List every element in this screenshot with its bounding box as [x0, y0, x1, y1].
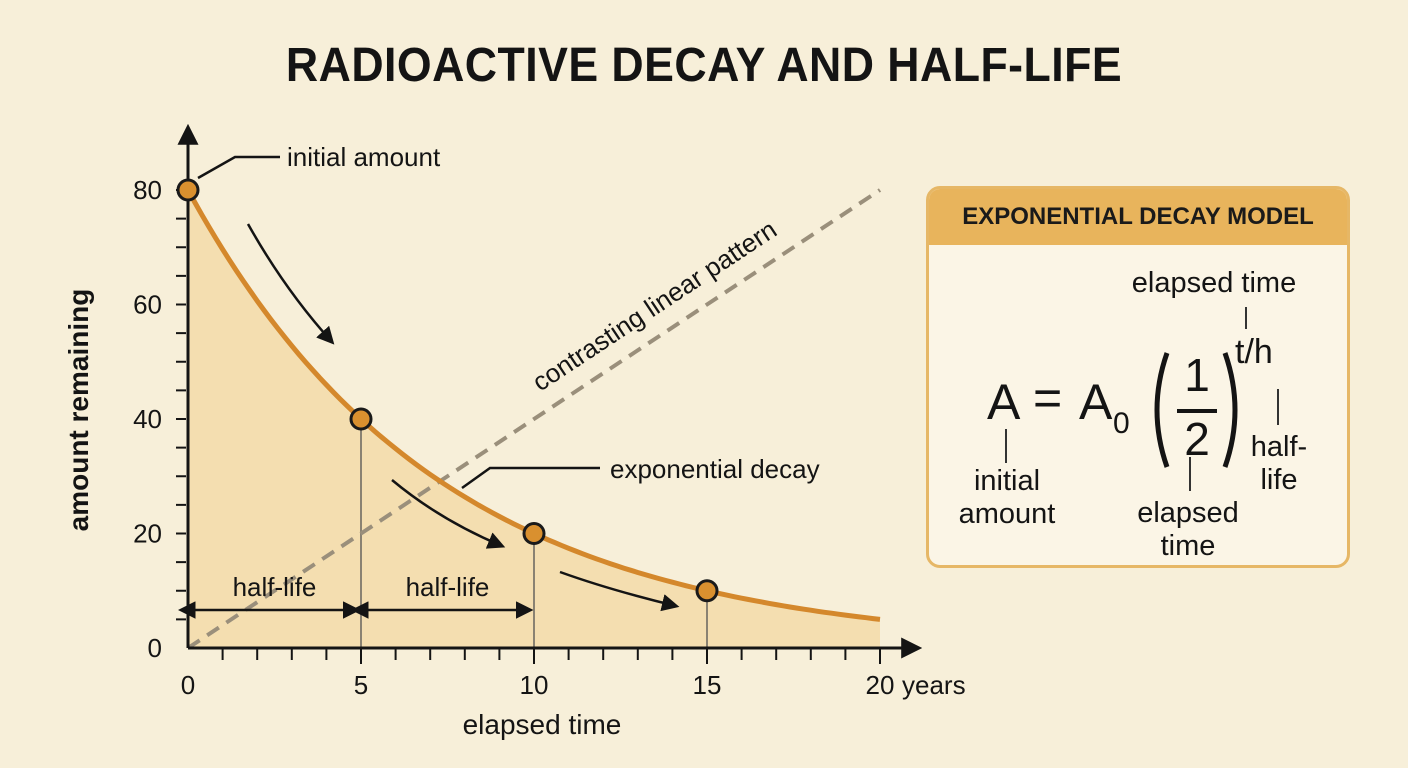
y-axis-title: amount remaining	[63, 289, 94, 532]
data-point-1	[349, 407, 373, 431]
label-elapsed-time-top: elapsed time	[1131, 267, 1297, 299]
y-tick-label: 80	[133, 175, 162, 205]
decay-arrow-2	[391, 479, 506, 549]
y-tick-label: 60	[133, 290, 162, 320]
exponential-decay-model-panel: EXPONENTIAL DECAY MODEL elapsed time A =…	[926, 186, 1350, 568]
formula-equals: =	[1033, 370, 1063, 426]
y-tick-label: 0	[148, 633, 162, 663]
exponential-decay-leader	[461, 466, 600, 490]
page-title: RADIOACTIVE DECAY AND HALF-LIFE	[285, 39, 1123, 92]
x-tick-label: 5	[354, 670, 368, 700]
formula-lhs: A	[987, 374, 1021, 430]
leader-half-life	[1277, 389, 1279, 425]
data-point-0	[176, 178, 200, 202]
label-elapsed-time-bottom: elapsed time	[1137, 497, 1239, 563]
data-point-2	[522, 522, 546, 545]
initial-amount-leader	[197, 155, 280, 180]
linear-pattern-label: contrasting linear pattern	[527, 214, 782, 397]
half-life-label-2: half-life	[406, 572, 490, 602]
x-tick-label: 15	[693, 670, 722, 700]
leader-elapsed-bottom	[1189, 457, 1191, 491]
decay-arrow-3	[559, 570, 680, 612]
label-initial-amount: initial amount	[958, 465, 1056, 531]
formula-numerator: 1	[1184, 349, 1210, 401]
x-tick-label: 20	[866, 670, 895, 700]
label-half-life: half- life	[1250, 431, 1308, 497]
x-tick-label: 10	[520, 670, 549, 700]
y-tick-label: 40	[133, 404, 162, 434]
x-axis-title: elapsed time	[463, 709, 622, 740]
x-axis-unit: years	[902, 670, 966, 700]
leader-initial	[1005, 429, 1007, 463]
model-formula: elapsed time A = A 0 1 2 t/h half- life …	[929, 245, 1347, 565]
x-tick-label: 0	[181, 670, 195, 700]
y-tick-label: 20	[133, 519, 162, 549]
initial-amount-label: initial amount	[287, 142, 441, 172]
formula-parentheses	[1154, 352, 1238, 468]
leader-elapsed-top	[1245, 307, 1247, 329]
exponential-decay-label: exponential decay	[610, 454, 820, 484]
formula-a0: A	[1079, 374, 1113, 430]
formula-exponent: t/h	[1235, 333, 1273, 371]
data-point-3	[695, 579, 719, 603]
formula-denominator: 2	[1184, 413, 1210, 465]
half-life-label-1: half-life	[233, 572, 317, 602]
linear-pattern-line	[186, 188, 882, 650]
model-header: EXPONENTIAL DECAY MODEL	[929, 189, 1347, 245]
decay-arrow-1	[246, 223, 335, 345]
formula-a0-subscript: 0	[1113, 407, 1130, 440]
